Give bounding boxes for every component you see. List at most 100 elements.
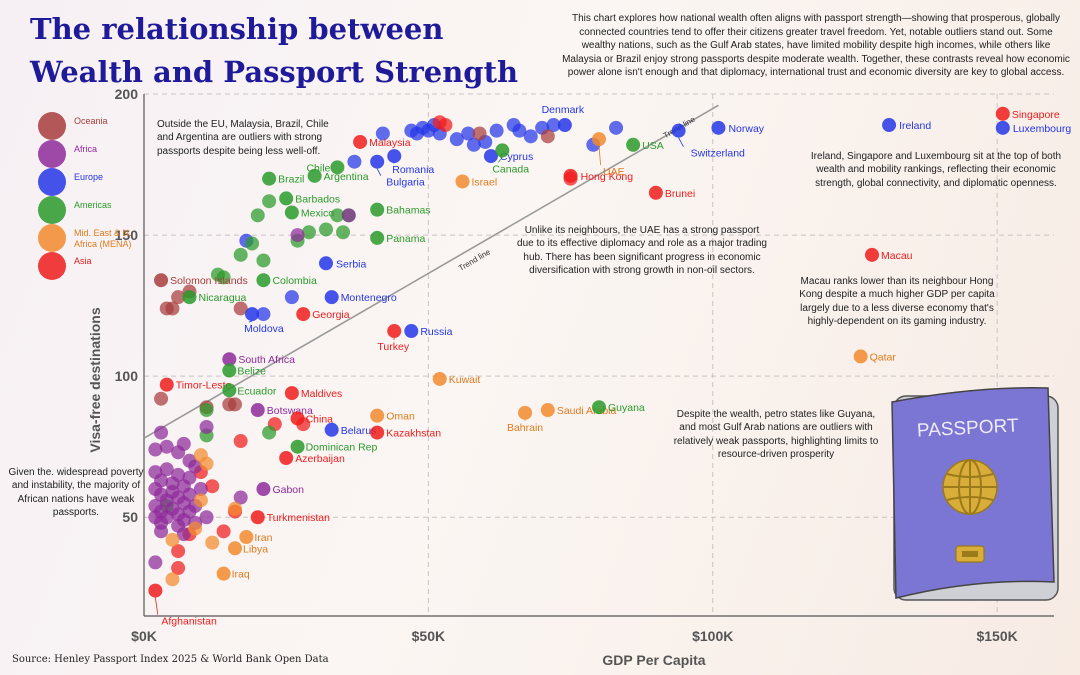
data-point-singapore — [995, 106, 1010, 121]
label-leader-line — [598, 146, 601, 166]
y-axis-label: Visa-free destinations — [87, 307, 103, 452]
point-label: Macau — [881, 250, 913, 262]
point-label: Denmark — [542, 104, 585, 116]
trend-line-label: Trend line — [457, 247, 493, 273]
point-label: Guyana — [608, 402, 645, 414]
data-point — [182, 470, 197, 485]
data-point-barbados — [279, 191, 294, 206]
point-label: Timor-Leste — [176, 380, 232, 392]
data-point — [319, 222, 333, 237]
data-point-gabon — [256, 482, 271, 497]
data-point — [449, 132, 464, 147]
data-point-turkmenistan — [250, 510, 265, 525]
point-label: Switzerland — [691, 148, 745, 160]
y-tick-label: 200 — [115, 86, 139, 102]
point-label: Barbados — [295, 193, 340, 205]
intro-text: This chart explores how national wealth … — [562, 13, 1070, 78]
data-point-bahrain — [518, 405, 533, 420]
legend-swatch-africa — [38, 140, 66, 168]
data-point — [256, 307, 271, 322]
point-label: Serbia — [336, 258, 367, 270]
data-point — [512, 123, 527, 138]
data-point — [233, 247, 248, 262]
data-point-cyprus — [483, 149, 498, 164]
y-tick-label: 50 — [122, 509, 138, 525]
legend-item-americas: Americas — [38, 194, 148, 224]
legend-label-europe: Europe — [74, 172, 104, 182]
data-point-guyana — [592, 400, 606, 415]
data-point-georgia — [296, 307, 311, 322]
data-point-nicaragua — [182, 290, 197, 305]
data-point — [216, 524, 231, 539]
point-label: Iran — [254, 532, 272, 544]
data-point-afghanistan — [148, 583, 163, 598]
data-point — [228, 501, 242, 516]
data-point-usa — [626, 137, 641, 152]
legend-swatch-americas — [38, 196, 66, 224]
data-point-china — [290, 411, 305, 426]
data-point — [461, 126, 476, 141]
point-label: Colombia — [272, 275, 317, 287]
point-label: USA — [642, 140, 664, 152]
data-point — [154, 391, 169, 406]
data-point-luxembourg — [995, 120, 1010, 135]
label-leader-line — [678, 137, 684, 147]
data-point-uae — [592, 132, 606, 147]
data-point-malaysia — [353, 134, 368, 149]
data-point — [609, 120, 624, 135]
data-point — [188, 459, 203, 474]
data-point — [176, 513, 191, 528]
data-point-switzerland — [671, 123, 686, 138]
data-point-mexico — [284, 205, 299, 220]
data-point-azerbaijan — [279, 450, 294, 465]
data-point-moldova — [245, 307, 260, 322]
data-point — [233, 301, 248, 316]
data-point — [148, 555, 163, 570]
data-point-russia — [404, 324, 419, 339]
data-point — [262, 194, 277, 209]
point-label: Solomon Islands — [170, 275, 248, 287]
data-point — [330, 208, 345, 223]
data-point — [540, 129, 555, 144]
data-point — [546, 118, 561, 133]
point-label: Singapore — [1012, 109, 1060, 121]
data-point — [171, 561, 186, 576]
data-point-oman — [370, 408, 385, 423]
data-point-serbia — [319, 256, 333, 271]
data-point — [199, 510, 214, 525]
legend-item-asia: Asia — [38, 250, 148, 280]
data-point — [165, 572, 180, 587]
point-label: Brunei — [665, 188, 695, 200]
point-label: Brazil — [278, 174, 304, 186]
data-point — [233, 434, 248, 449]
data-point — [245, 236, 260, 251]
point-label: Oman — [386, 411, 415, 423]
data-point-israel — [455, 174, 470, 189]
data-point — [193, 493, 208, 508]
passport-icon: PASSPORT — [891, 387, 1059, 601]
data-point-solomon-islands — [154, 273, 169, 288]
x-tick-label: $100K — [692, 628, 733, 644]
data-point-panama — [370, 230, 385, 245]
data-point — [262, 425, 277, 440]
data-point-ecuador — [222, 383, 237, 398]
legend-item-europe: Europe — [38, 166, 148, 196]
data-point — [171, 467, 186, 482]
data-point — [148, 442, 163, 457]
data-point-iran — [239, 529, 254, 544]
point-label: Bahamas — [386, 205, 430, 217]
data-point — [205, 479, 220, 494]
point-label: South Africa — [238, 354, 295, 366]
data-point-bulgaria — [370, 154, 385, 169]
point-label: Canada — [492, 163, 529, 175]
x-tick-label: $0K — [131, 628, 157, 644]
point-label: Malaysia — [369, 137, 411, 149]
legend-swatch-mena — [38, 224, 66, 252]
data-point-colombia — [256, 273, 271, 288]
data-point — [171, 544, 186, 559]
data-point-argentina — [307, 168, 322, 183]
point-label: Gabon — [272, 484, 304, 496]
data-point — [341, 208, 356, 223]
legend-swatch-asia — [38, 252, 66, 280]
